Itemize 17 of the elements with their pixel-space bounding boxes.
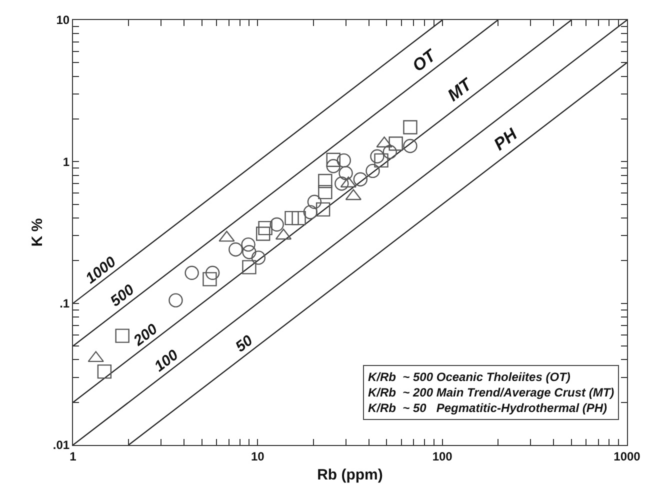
x-tick-label: 1000 <box>614 449 641 464</box>
annotation: PH <box>490 124 522 154</box>
annotation: OT <box>408 45 440 76</box>
y-tick-label: .1 <box>60 296 70 311</box>
x-tick-label: 10 <box>250 449 265 464</box>
y-tick-label: .01 <box>52 438 70 452</box>
annotation: K/Rb ~ 50 Pegmatitic-Hydrothermal (PH) <box>368 401 608 416</box>
text: 50 <box>232 332 257 356</box>
annotation: K/Rb ~ 500 Oceanic Tholeiites (OT) <box>368 370 570 384</box>
y-tick-label: 1 <box>62 154 70 169</box>
text: 500 <box>107 280 138 310</box>
x-tick-label: 100 <box>432 449 453 464</box>
y-tick-label: 10 <box>56 13 70 28</box>
annotation: K/Rb ~ 200 Main Trend/Average Crust (MT) <box>368 386 614 400</box>
annotation: MT <box>444 74 476 106</box>
x-axis-title: Rb (ppm) <box>317 466 383 484</box>
y-axis-title: K % <box>29 218 46 247</box>
